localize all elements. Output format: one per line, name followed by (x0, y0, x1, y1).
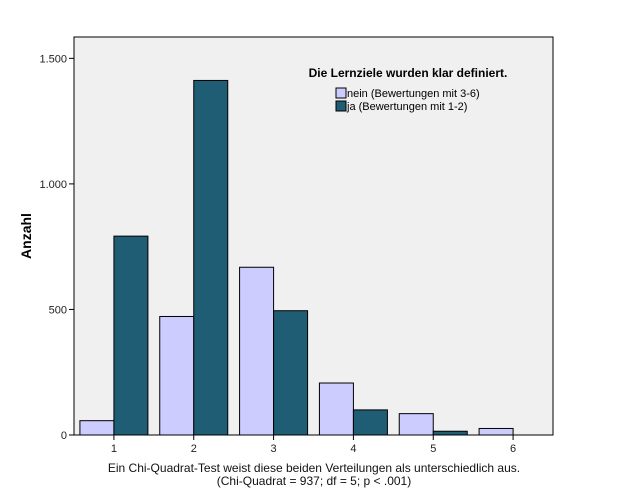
y-axis-label: Anzahl (18, 213, 34, 259)
bar-nein-1 (79, 420, 115, 436)
bar-nein-5 (398, 413, 434, 436)
bar-nein-4 (318, 382, 354, 436)
bar-ja-1 (113, 235, 149, 436)
caption-line-2: (Chi-Quadrat = 937; df = 5; p < .001) (216, 474, 412, 488)
legend: nein (Bewertungen mit 3-6)ja (Bewertunge… (335, 87, 480, 113)
caption: Ein Chi-Quadrat-Test weist diese beiden … (74, 462, 554, 488)
bar-ja-4 (352, 409, 388, 436)
y-tick-label: 0 (61, 430, 67, 442)
legend-swatch-ja (335, 100, 347, 112)
y-tick-label: 1.000 (39, 179, 67, 191)
axes-group: 0 500 1.000 1.500 1 2 3 4 5 6 (39, 53, 516, 455)
y-tick-label: 500 (49, 304, 67, 316)
bars-group (79, 79, 514, 436)
x-tick-label: 2 (191, 443, 197, 455)
legend-title: Die Lernziele wurden klar definiert. (309, 66, 508, 80)
bar-nein-6 (478, 427, 514, 436)
legend-label-nein: nein (Bewertungen mit 3-6) (347, 88, 480, 100)
y-tick-label: 1.500 (39, 53, 67, 65)
legend-label-ja: ja (Bewertungen mit 1-2) (346, 101, 467, 113)
bar-nein-2 (159, 315, 195, 436)
bar-ja-5 (432, 430, 468, 436)
x-tick-label: 5 (430, 443, 436, 455)
x-tick-label: 6 (510, 443, 516, 455)
legend-swatch-nein (335, 87, 347, 99)
bar-ja-3 (273, 310, 309, 436)
x-tick-label: 4 (350, 443, 356, 455)
x-tick-label: 3 (271, 443, 277, 455)
bar-ja-2 (193, 79, 229, 436)
caption-line-1: Ein Chi-Quadrat-Test weist diese beiden … (107, 461, 521, 475)
bar-nein-3 (239, 266, 275, 436)
x-tick-label: 1 (111, 443, 117, 455)
plot-area (73, 36, 554, 436)
